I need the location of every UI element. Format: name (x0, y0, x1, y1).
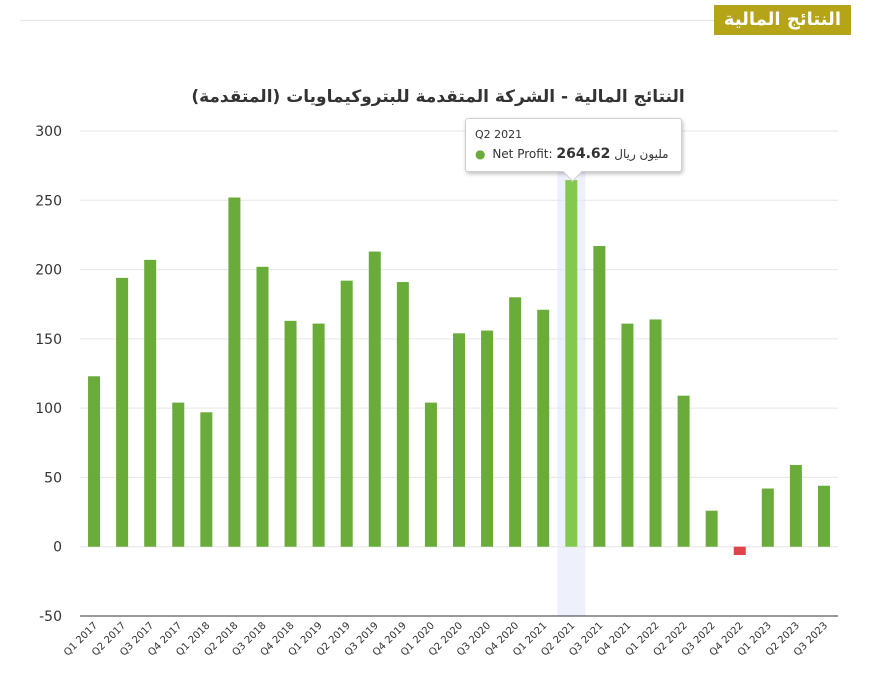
bar[interactable] (453, 333, 465, 547)
bar[interactable] (817, 485, 830, 547)
bar[interactable] (312, 323, 325, 547)
bar[interactable] (172, 402, 185, 547)
bar[interactable] (256, 266, 269, 547)
bar[interactable] (340, 280, 353, 547)
y-tick-label: -50 (39, 609, 62, 625)
bar[interactable] (116, 277, 129, 547)
tooltip: Q2 2021 ● Net Profit: 264.62 مليون ريال (465, 118, 682, 172)
bar[interactable] (284, 320, 297, 547)
y-tick-label: 200 (35, 263, 62, 279)
bar[interactable] (621, 323, 634, 547)
bar[interactable] (228, 197, 241, 547)
bar[interactable] (789, 464, 802, 547)
bar[interactable] (424, 402, 437, 547)
y-tick-label: 250 (35, 193, 62, 209)
bar[interactable] (200, 412, 213, 547)
bar[interactable] (593, 246, 606, 547)
y-tick-label: 0 (53, 540, 62, 556)
chart-title: النتائج المالية - الشركة المتقدمة للبترو… (191, 87, 684, 107)
bar[interactable] (537, 309, 550, 547)
bar[interactable] (565, 180, 578, 547)
y-tick-label: 300 (35, 124, 62, 140)
series-dot-icon: ● (475, 147, 486, 161)
tooltip-unit: مليون ريال (614, 147, 669, 161)
header-divider (20, 20, 850, 21)
bar[interactable] (396, 282, 409, 547)
section-tag: النتائج المالية (713, 5, 851, 35)
bar[interactable] (509, 297, 522, 547)
tooltip-row: ● Net Profit: 264.62 مليون ريال (475, 146, 669, 162)
y-tick-label: 50 (44, 470, 62, 486)
bar[interactable] (705, 510, 718, 547)
tooltip-period: Q2 2021 (475, 128, 523, 141)
bar[interactable] (677, 395, 690, 547)
bar[interactable] (761, 488, 774, 547)
bar[interactable] (733, 546, 746, 556)
y-tick-label: 100 (35, 401, 62, 417)
bar[interactable] (88, 376, 101, 547)
bar[interactable] (481, 330, 494, 547)
bar[interactable] (649, 319, 662, 547)
bar[interactable] (368, 251, 381, 547)
bar[interactable] (144, 259, 157, 547)
y-tick-label: 150 (35, 332, 62, 348)
tooltip-value: 264.62 (556, 146, 611, 162)
tooltip-series-label: Net Profit: (492, 147, 553, 161)
